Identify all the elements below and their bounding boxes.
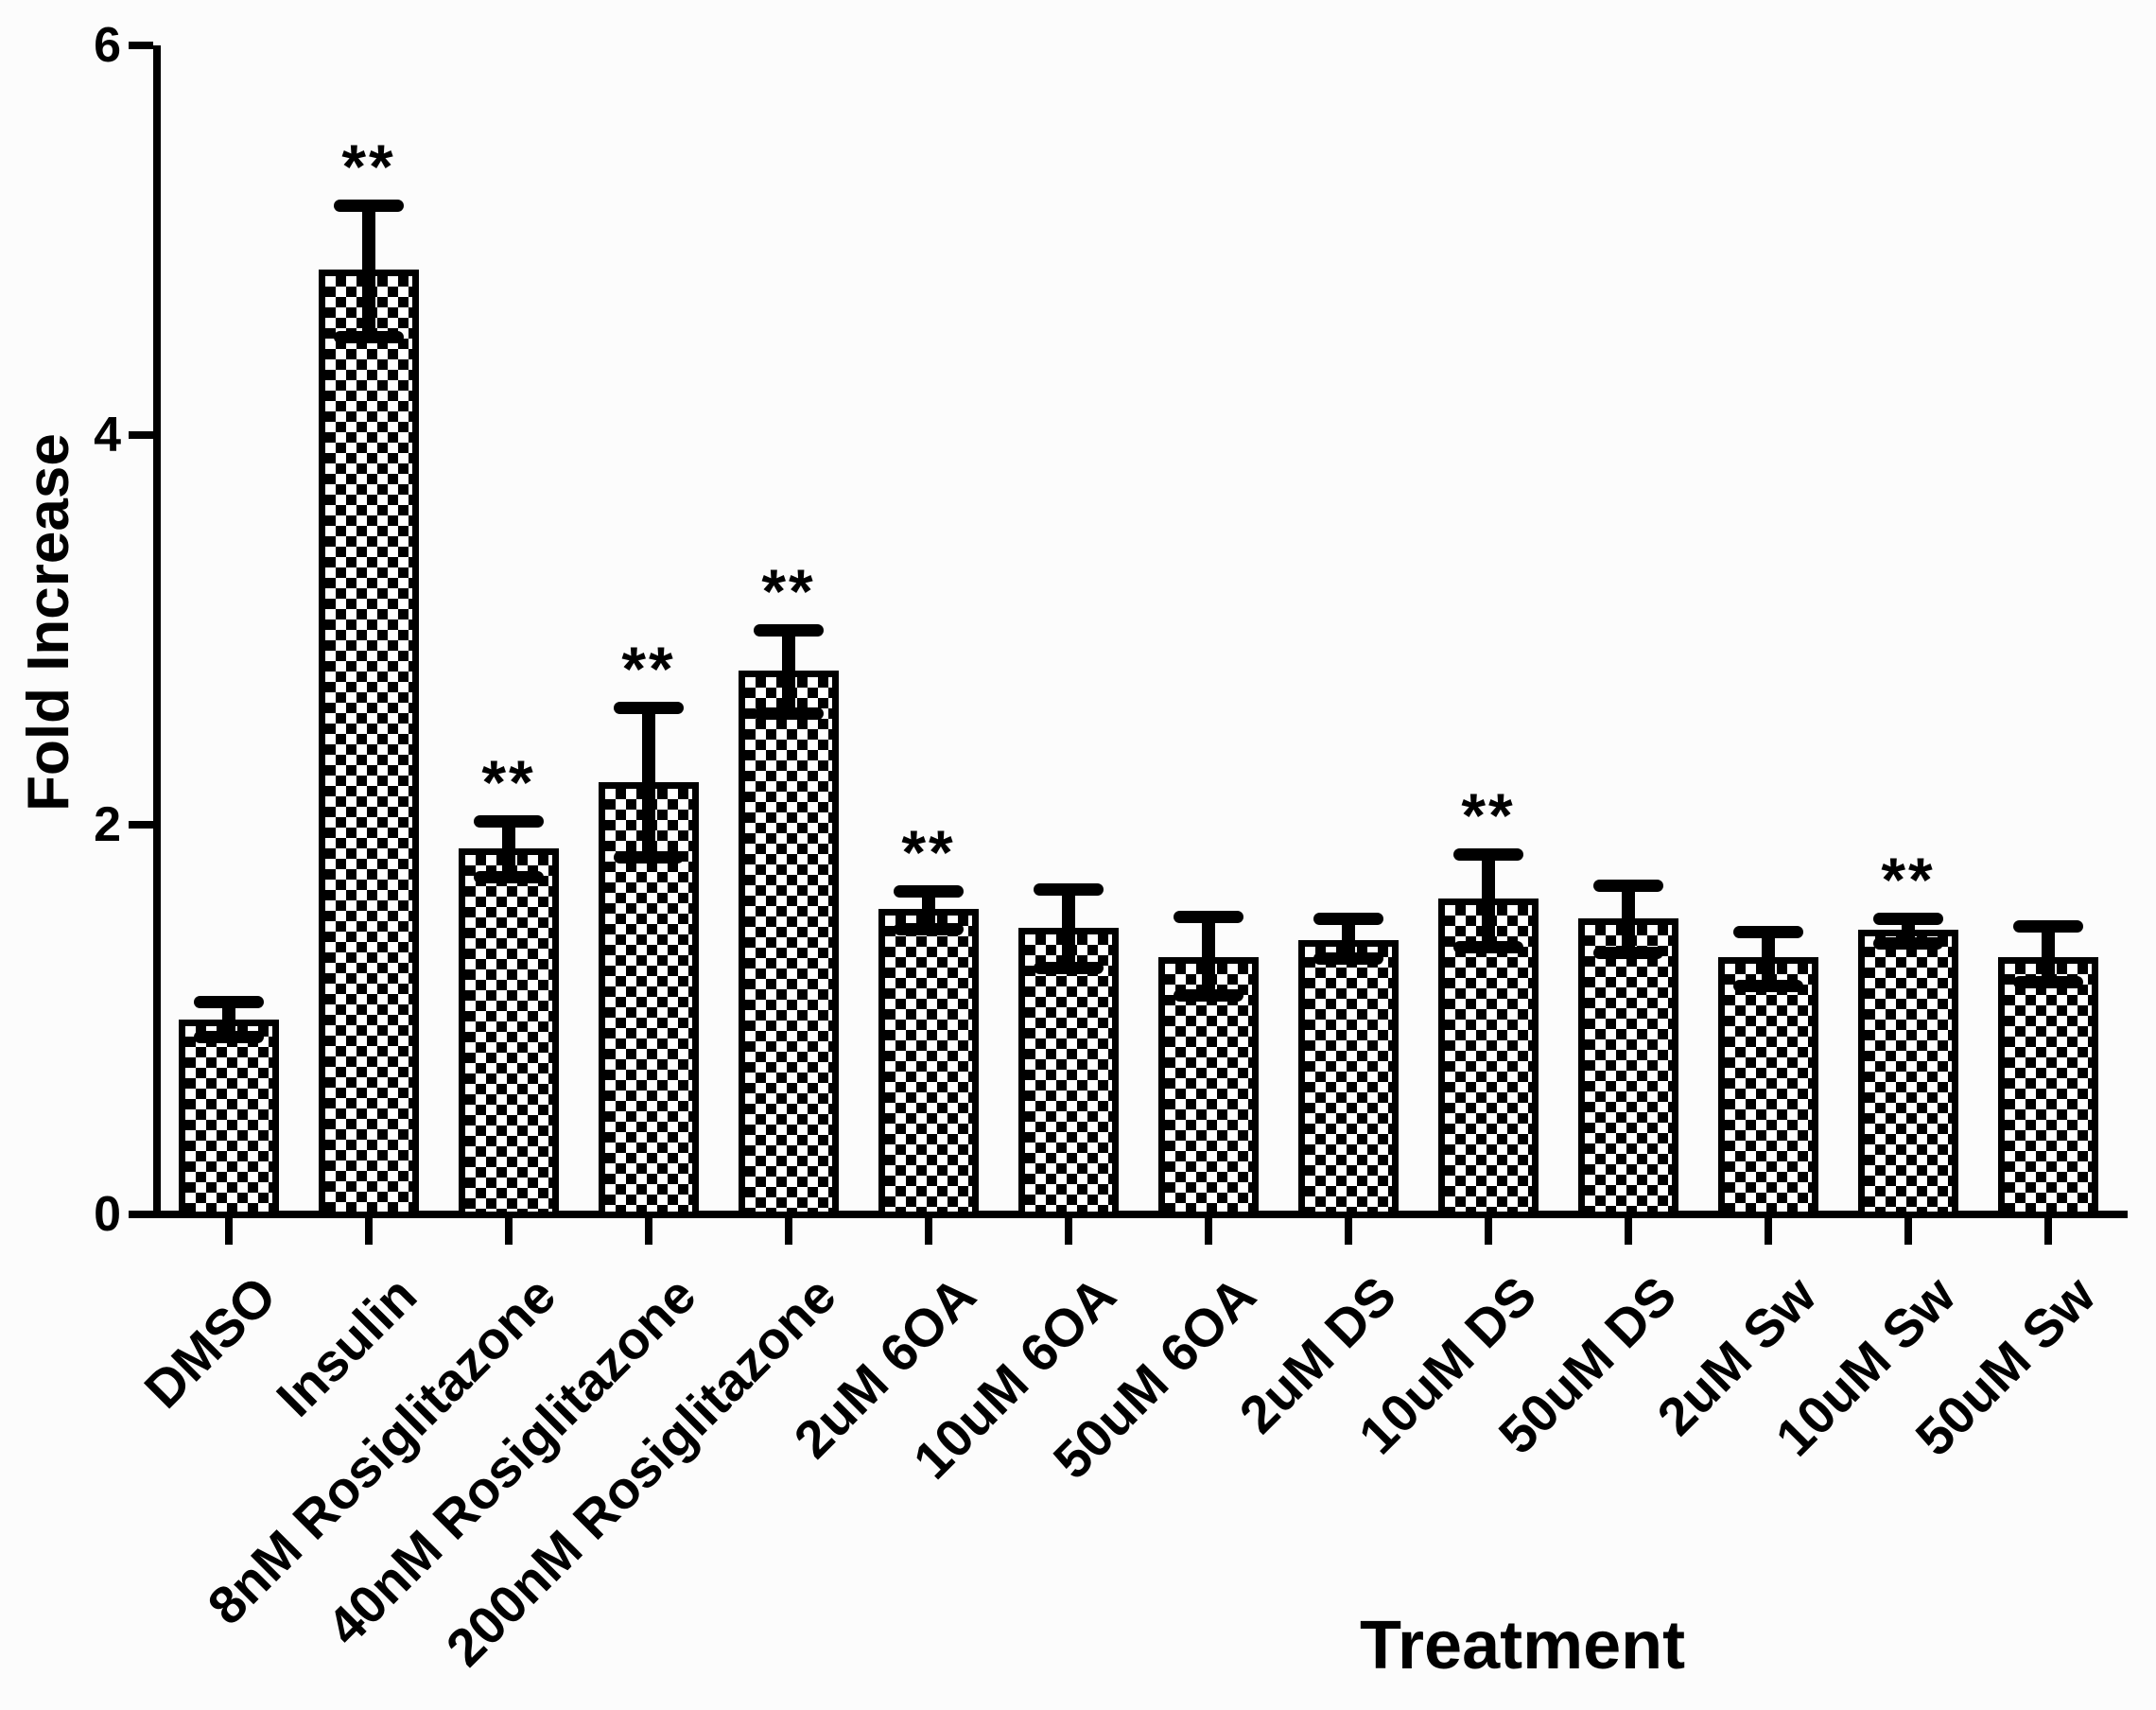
error-bar-cap-bottom bbox=[474, 870, 544, 883]
error-bar-stem bbox=[1062, 888, 1075, 969]
bar-dmso bbox=[179, 1020, 279, 1218]
error-bar-cap-bottom bbox=[1733, 979, 1803, 992]
error-bar-cap-bottom bbox=[754, 707, 824, 720]
error-bar-cap-bottom bbox=[2013, 975, 2083, 988]
error-bar-cap-top bbox=[1174, 910, 1243, 923]
x-axis-tick bbox=[1904, 1218, 1912, 1245]
error-bar-stem bbox=[1622, 884, 1635, 953]
error-bar-cap-top bbox=[614, 702, 684, 715]
error-bar-cap-top bbox=[1034, 882, 1104, 896]
x-axis-title: Treatment bbox=[1360, 1608, 1686, 1684]
significance-marker: ** bbox=[761, 556, 816, 626]
x-tick-label-dmso: DMSO bbox=[132, 1265, 287, 1420]
error-bar-cap-bottom bbox=[614, 851, 684, 864]
significance-marker: ** bbox=[621, 634, 676, 705]
error-bar-stem bbox=[1482, 853, 1495, 948]
x-axis-tick bbox=[1625, 1218, 1632, 1245]
y-tick-label: 6 bbox=[94, 18, 121, 73]
error-bar-stem bbox=[222, 1002, 235, 1038]
error-bar-cap-top bbox=[334, 199, 404, 212]
bar-2um-sw bbox=[1718, 957, 1818, 1218]
error-bar-stem bbox=[2042, 926, 2055, 983]
bar-50um-ds bbox=[1578, 917, 1678, 1218]
error-bar-stem bbox=[362, 204, 375, 338]
error-bar-stem bbox=[502, 820, 515, 878]
error-bar-cap-top bbox=[1453, 847, 1523, 861]
x-axis-tick bbox=[1205, 1218, 1212, 1245]
y-axis-line bbox=[153, 45, 161, 1218]
error-bar-cap-top bbox=[1873, 912, 1943, 925]
x-axis-tick bbox=[785, 1218, 792, 1245]
x-axis-tick bbox=[505, 1218, 513, 1245]
y-tick-label: 4 bbox=[94, 408, 121, 462]
y-tick-label: 2 bbox=[94, 797, 121, 852]
error-bar-stem bbox=[1762, 932, 1775, 986]
y-axis-tick bbox=[129, 42, 153, 49]
error-bar-cap-bottom bbox=[1453, 940, 1523, 953]
error-bar-stem bbox=[1342, 917, 1355, 960]
x-axis-tick bbox=[1765, 1218, 1772, 1245]
bar-insulin bbox=[319, 269, 419, 1218]
bar-2um-ds bbox=[1298, 939, 1399, 1218]
error-bar-cap-bottom bbox=[1313, 952, 1383, 966]
error-bar-cap-top bbox=[2013, 920, 2083, 934]
x-axis-tick bbox=[645, 1218, 652, 1245]
error-bar-cap-top bbox=[754, 624, 824, 637]
error-bar-cap-bottom bbox=[1593, 946, 1663, 959]
error-bar-stem bbox=[782, 630, 795, 714]
error-bar-cap-top bbox=[894, 885, 964, 899]
error-bar-stem bbox=[1202, 916, 1215, 997]
y-axis-tick bbox=[129, 1211, 153, 1218]
y-axis-tick bbox=[129, 821, 153, 829]
error-bar-cap-top bbox=[1313, 912, 1383, 925]
error-bar-cap-bottom bbox=[894, 923, 964, 936]
error-bar-stem bbox=[922, 891, 935, 931]
x-axis-tick bbox=[1485, 1218, 1492, 1245]
error-bar-cap-top bbox=[1733, 926, 1803, 939]
error-bar-cap-bottom bbox=[1034, 962, 1104, 975]
x-axis-tick bbox=[365, 1218, 373, 1245]
error-bar-cap-top bbox=[194, 996, 264, 1009]
significance-marker: ** bbox=[901, 817, 956, 888]
error-bar-cap-top bbox=[474, 814, 544, 828]
error-bar-cap-bottom bbox=[194, 1030, 264, 1043]
x-axis-tick bbox=[1065, 1218, 1072, 1245]
x-axis-tick bbox=[225, 1218, 233, 1245]
significance-marker: ** bbox=[1461, 779, 1516, 850]
x-axis-tick bbox=[1345, 1218, 1352, 1245]
significance-marker: ** bbox=[481, 746, 536, 817]
error-bar-cap-bottom bbox=[334, 331, 404, 343]
y-tick-label: 0 bbox=[94, 1187, 121, 1242]
significance-marker: ** bbox=[1881, 844, 1936, 915]
error-bar-stem bbox=[642, 707, 655, 858]
error-bar-cap-top bbox=[1593, 879, 1663, 892]
x-axis-line bbox=[153, 1211, 2128, 1218]
significance-marker: ** bbox=[341, 131, 396, 201]
error-bar-cap-bottom bbox=[1174, 989, 1243, 1003]
y-axis-tick bbox=[129, 431, 153, 439]
error-bar-cap-bottom bbox=[1873, 936, 1943, 950]
x-axis-tick bbox=[2044, 1218, 2052, 1245]
bar-200nm-rosiglitazone bbox=[739, 671, 839, 1218]
bar-50um-sw bbox=[1998, 957, 2098, 1218]
bar-8nm-rosiglitazone bbox=[459, 847, 559, 1218]
bar-2um-6oa bbox=[878, 908, 979, 1218]
bar-10um-sw bbox=[1858, 930, 1958, 1218]
x-axis-tick bbox=[925, 1218, 932, 1245]
